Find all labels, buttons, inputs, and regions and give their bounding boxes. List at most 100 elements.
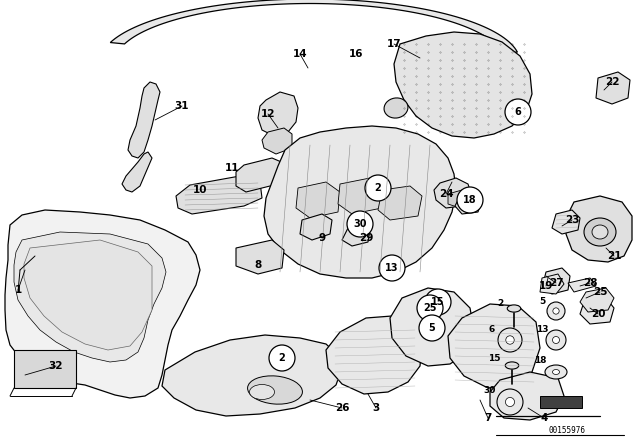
Ellipse shape — [248, 376, 303, 404]
Polygon shape — [448, 190, 468, 208]
Ellipse shape — [506, 336, 514, 344]
Ellipse shape — [592, 225, 608, 239]
Text: 6: 6 — [489, 324, 495, 333]
Text: 29: 29 — [359, 233, 373, 243]
Text: 30: 30 — [484, 385, 496, 395]
Text: 2: 2 — [278, 353, 285, 363]
Text: 14: 14 — [292, 49, 307, 59]
Circle shape — [417, 295, 443, 321]
Text: 31: 31 — [175, 101, 189, 111]
Text: 9: 9 — [319, 233, 326, 243]
Polygon shape — [455, 192, 482, 214]
Text: 11: 11 — [225, 163, 239, 173]
Text: 00155976: 00155976 — [548, 426, 586, 435]
Text: 18: 18 — [463, 195, 477, 205]
Text: 17: 17 — [387, 39, 401, 49]
Text: 4: 4 — [540, 413, 548, 423]
Text: 20: 20 — [591, 309, 605, 319]
Ellipse shape — [545, 365, 567, 379]
Polygon shape — [122, 152, 152, 192]
Text: 5: 5 — [429, 323, 435, 333]
Text: 15: 15 — [488, 353, 500, 362]
Text: 21: 21 — [607, 251, 621, 261]
Text: 5: 5 — [539, 297, 545, 306]
Circle shape — [419, 315, 445, 341]
Polygon shape — [542, 268, 570, 294]
Polygon shape — [394, 32, 532, 138]
Text: 28: 28 — [583, 278, 597, 288]
Polygon shape — [326, 316, 422, 394]
Polygon shape — [540, 274, 564, 294]
Text: 27: 27 — [548, 278, 563, 288]
Polygon shape — [378, 186, 422, 220]
Text: 6: 6 — [515, 107, 522, 117]
Polygon shape — [580, 288, 614, 312]
Ellipse shape — [508, 305, 521, 312]
Text: 24: 24 — [438, 189, 453, 199]
Polygon shape — [580, 298, 614, 324]
Text: 2: 2 — [374, 183, 381, 193]
Text: 7: 7 — [484, 413, 492, 423]
Circle shape — [379, 255, 405, 281]
Ellipse shape — [384, 98, 408, 118]
Polygon shape — [390, 288, 474, 366]
Ellipse shape — [552, 336, 559, 344]
Ellipse shape — [546, 330, 566, 350]
Text: 13: 13 — [536, 324, 548, 333]
Polygon shape — [162, 335, 342, 416]
Polygon shape — [236, 158, 288, 192]
Text: 18: 18 — [534, 356, 547, 365]
Polygon shape — [490, 372, 564, 420]
Polygon shape — [566, 196, 632, 262]
Polygon shape — [14, 232, 166, 362]
Polygon shape — [568, 278, 596, 292]
Text: 8: 8 — [254, 260, 262, 270]
Text: 12: 12 — [260, 109, 275, 119]
Ellipse shape — [547, 302, 565, 320]
Text: 19: 19 — [539, 281, 553, 291]
Polygon shape — [434, 178, 472, 208]
Polygon shape — [552, 210, 580, 234]
Text: 15: 15 — [431, 297, 445, 307]
Polygon shape — [300, 214, 332, 240]
Polygon shape — [342, 224, 370, 246]
Polygon shape — [262, 128, 292, 154]
Polygon shape — [176, 176, 262, 214]
Text: 26: 26 — [335, 403, 349, 413]
Polygon shape — [236, 240, 284, 274]
Polygon shape — [296, 182, 340, 218]
Text: 25: 25 — [423, 303, 436, 313]
Text: 22: 22 — [605, 77, 620, 87]
Text: 2: 2 — [497, 298, 503, 307]
Polygon shape — [540, 396, 582, 408]
Text: 10: 10 — [193, 185, 207, 195]
Text: 1: 1 — [14, 285, 22, 295]
Polygon shape — [448, 304, 540, 388]
Ellipse shape — [584, 218, 616, 246]
Polygon shape — [14, 350, 76, 388]
Polygon shape — [110, 0, 517, 53]
Text: 25: 25 — [593, 287, 607, 297]
Text: 23: 23 — [564, 215, 579, 225]
Polygon shape — [258, 92, 298, 136]
Ellipse shape — [505, 362, 519, 369]
Ellipse shape — [498, 328, 522, 352]
Ellipse shape — [552, 370, 559, 375]
Text: 32: 32 — [49, 361, 63, 371]
Circle shape — [365, 175, 391, 201]
Text: 3: 3 — [372, 403, 380, 413]
Polygon shape — [596, 72, 630, 104]
Circle shape — [347, 211, 373, 237]
Circle shape — [505, 99, 531, 125]
Text: 16: 16 — [349, 49, 364, 59]
Circle shape — [425, 289, 451, 315]
Ellipse shape — [250, 384, 275, 400]
Polygon shape — [338, 178, 384, 214]
Text: 13: 13 — [385, 263, 399, 273]
Ellipse shape — [497, 389, 523, 415]
Ellipse shape — [553, 308, 559, 314]
Polygon shape — [128, 82, 160, 158]
Polygon shape — [24, 240, 152, 350]
Polygon shape — [264, 126, 456, 278]
Circle shape — [269, 345, 295, 371]
